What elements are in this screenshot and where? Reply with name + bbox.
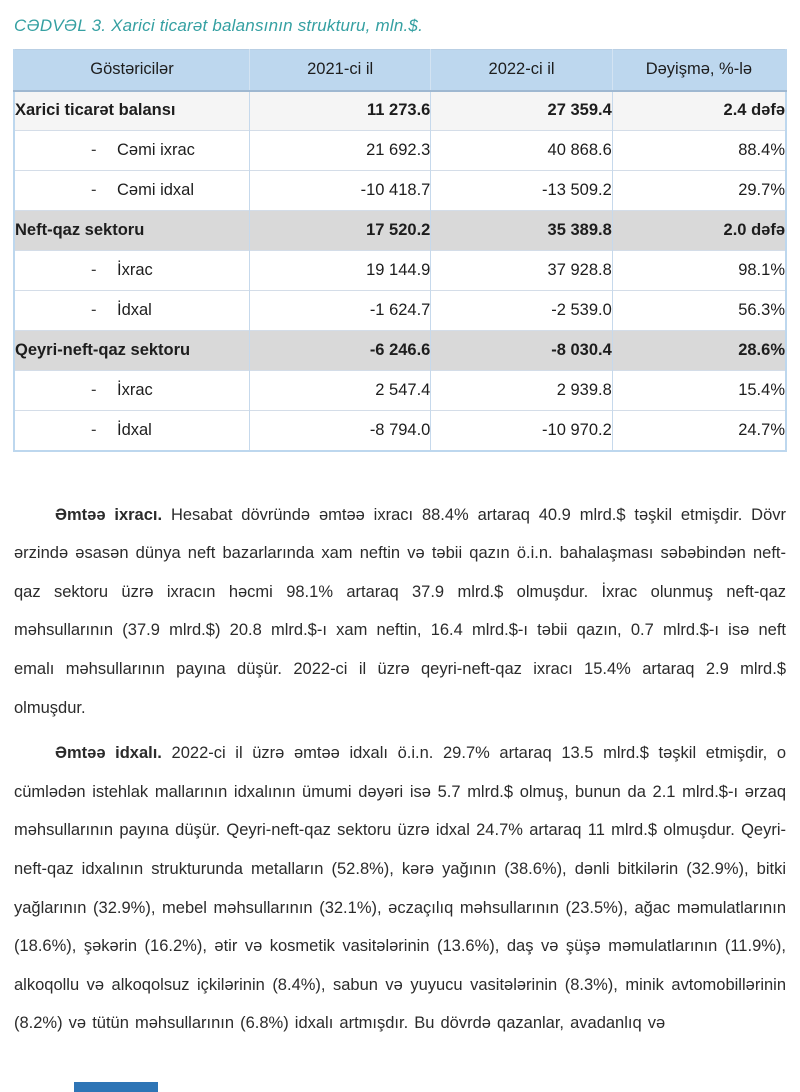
table-row-oil-gas-export: - İxrac 19 144.9 37 928.8 98.1% — [14, 250, 786, 291]
row-label: İdxal — [117, 420, 152, 439]
row-label: İdxal — [117, 301, 152, 319]
value-2021: -8 794.0 — [248, 410, 431, 451]
column-header-change: Dəyişmə, %-lə — [611, 49, 786, 92]
row-label: İxrac — [117, 261, 153, 279]
value-2021: -1 624.7 — [248, 290, 431, 331]
column-header-indicators: Göstəricilər — [14, 49, 250, 92]
value-change: 98.1% — [611, 250, 786, 291]
paragraph-commodity-export: Əmtəə ixracı. Hesabat dövründə əmtəə ixr… — [14, 496, 786, 728]
paragraph-lead: Əmtəə ixracı. — [55, 505, 163, 524]
value-change: 2.0 dəfə — [611, 210, 786, 251]
value-2021: 11 273.6 — [248, 90, 431, 131]
value-2021: 21 692.3 — [248, 130, 431, 171]
row-label: Neft-qaz sektoru — [15, 221, 145, 239]
row-label: Xarici ticarət balansı — [15, 101, 176, 120]
value-change: 28.6% — [611, 330, 786, 371]
table-row-non-oil-export: - İxrac 2 547.4 2 939.8 15.4% — [14, 370, 786, 411]
trade-balance-table: Göstəricilər 2021-ci il 2022-ci il Dəyiş… — [13, 49, 787, 452]
value-change: 56.3% — [611, 290, 786, 331]
row-label: Cəmi ixrac — [117, 141, 195, 159]
table-header-row: Göstəricilər 2021-ci il 2022-ci il Dəyiş… — [14, 49, 786, 92]
value-change: 24.7% — [611, 410, 786, 451]
value-2022: -10 970.2 — [430, 410, 613, 451]
paragraph-body: 2022-ci il üzrə əmtəə idxalı ö.i.n. 29.7… — [14, 744, 786, 1033]
row-label: Qeyri-neft-qaz sektoru — [15, 341, 191, 359]
table-row-oil-gas-sector: Neft-qaz sektoru 17 520.2 35 389.8 2.0 d… — [14, 210, 786, 251]
value-2021: 2 547.4 — [248, 370, 431, 411]
value-2022: 2 939.8 — [430, 370, 613, 411]
paragraph-commodity-import: Əmtəə idxalı. 2022-ci il üzrə əmtəə idxa… — [14, 734, 786, 1043]
paragraph-lead: Əmtəə idxalı. — [55, 744, 162, 763]
value-2022: -2 539.0 — [430, 290, 613, 331]
row-marker: - — [91, 381, 97, 399]
table-row-trade-balance: Xarici ticarət balansı 11 273.6 27 359.4… — [14, 90, 786, 131]
row-label: Cəmi idxal — [117, 181, 195, 199]
row-label: İxrac — [117, 381, 153, 399]
column-header-2022: 2022-ci il — [430, 49, 613, 92]
row-marker: - — [91, 141, 97, 159]
value-2021: 19 144.9 — [248, 250, 431, 291]
value-change: 88.4% — [611, 130, 786, 171]
table-row-non-oil-import: - İdxal -8 794.0 -10 970.2 24.7% — [14, 410, 786, 451]
row-marker: - — [91, 420, 97, 439]
table-row-oil-gas-import: - İdxal -1 624.7 -2 539.0 56.3% — [14, 290, 786, 331]
value-2022: 37 928.8 — [430, 250, 613, 291]
value-2021: -10 418.7 — [248, 170, 431, 211]
table-caption: CƏDVƏL 3. Xarici ticarət balansının stru… — [14, 16, 424, 35]
value-2022: 27 359.4 — [430, 90, 613, 131]
value-change: 2.4 dəfə — [611, 90, 786, 131]
cutoff-blue-element — [74, 1082, 158, 1092]
table-row-total-import: - Cəmi idxal -10 418.7 -13 509.2 29.7% — [14, 170, 786, 211]
table-row-total-export: - Cəmi ixrac 21 692.3 40 868.6 88.4% — [14, 130, 786, 171]
value-2022: 35 389.8 — [430, 210, 613, 251]
value-change: 15.4% — [611, 370, 786, 411]
value-2022: -8 030.4 — [430, 330, 613, 371]
value-2022: 40 868.6 — [430, 130, 613, 171]
value-2021: 17 520.2 — [248, 210, 431, 251]
value-2021: -6 246.6 — [248, 330, 431, 371]
row-marker: - — [91, 301, 97, 319]
row-marker: - — [91, 181, 97, 199]
row-marker: - — [91, 261, 97, 279]
paragraph-body: Hesabat dövründə əmtəə ixracı 88.4% arta… — [14, 505, 787, 717]
value-change: 29.7% — [611, 170, 786, 211]
value-2022: -13 509.2 — [430, 170, 613, 211]
table-row-non-oil-gas-sector: Qeyri-neft-qaz sektoru -6 246.6 -8 030.4… — [14, 330, 786, 371]
column-header-2021: 2021-ci il — [248, 49, 431, 92]
